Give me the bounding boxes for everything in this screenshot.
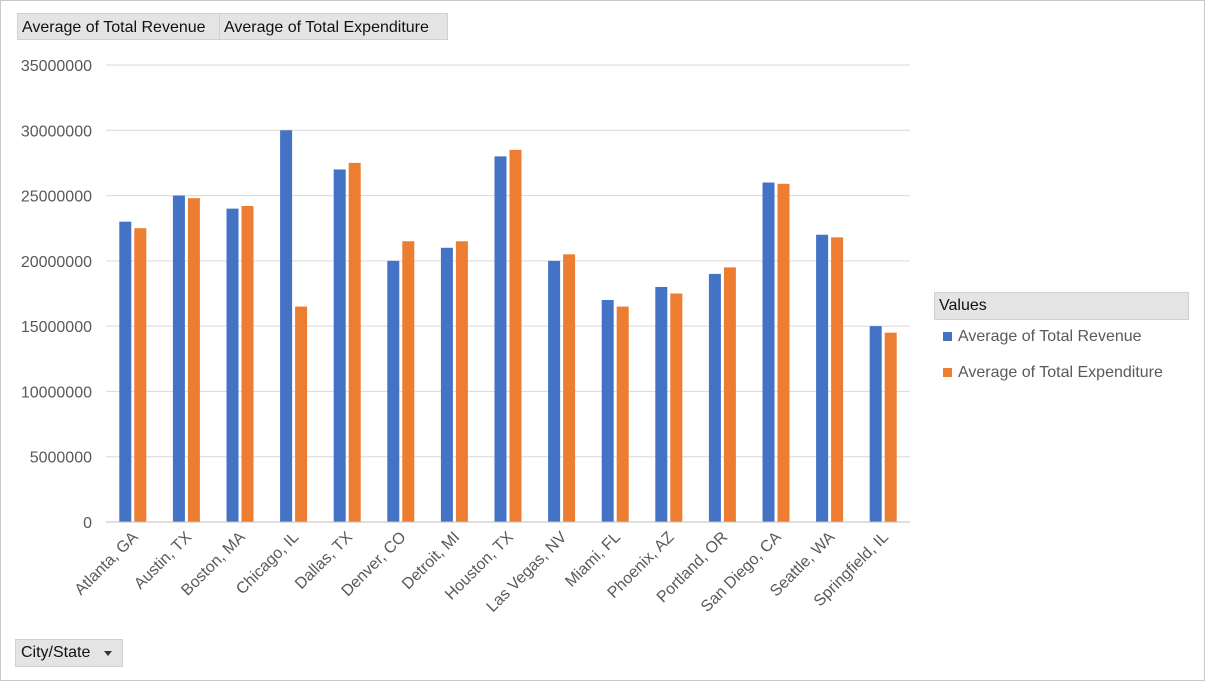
- y-tick-label: 25000000: [21, 189, 92, 206]
- expenditure-bar: [348, 162, 361, 522]
- expenditure-bar: [241, 206, 254, 522]
- revenue-swatch: [943, 332, 952, 342]
- revenue-bar: [548, 260, 561, 522]
- revenue-bar: [869, 326, 882, 522]
- expenditure-bar: [884, 332, 897, 522]
- legend-item-expenditure: Average of Total Expenditure: [943, 363, 1163, 383]
- expenditure-bar: [187, 198, 200, 522]
- revenue-bar: [440, 247, 453, 523]
- revenue-bar: [333, 169, 346, 522]
- expenditure-field-button[interactable]: Average of Total Expenditure: [219, 13, 448, 40]
- x-tick-label: Atlanta, GA: [72, 529, 142, 599]
- revenue-field-button[interactable]: Average of Total Revenue: [17, 13, 220, 40]
- y-tick-label: 35000000: [21, 58, 92, 75]
- expenditure-bar: [563, 254, 576, 523]
- expenditure-bar: [616, 306, 629, 522]
- revenue-bar: [762, 182, 775, 522]
- city-state-label: City/State: [21, 644, 91, 661]
- y-tick-label: 20000000: [21, 254, 92, 271]
- city-state-field-button[interactable]: City/State: [15, 639, 123, 667]
- revenue-bar: [494, 156, 507, 522]
- legend-label-revenue: Average of Total Revenue: [958, 328, 1142, 345]
- revenue-bar: [601, 300, 614, 522]
- dropdown-caret-icon: [104, 651, 112, 656]
- expenditure-bar: [455, 241, 468, 522]
- y-tick-label: 0: [83, 515, 92, 532]
- revenue-bar: [280, 130, 293, 523]
- revenue-bar: [172, 195, 185, 523]
- expenditure-bar: [831, 237, 844, 522]
- expenditure-bar: [295, 306, 308, 522]
- expenditure-bar: [777, 183, 790, 522]
- legend-label-expenditure: Average of Total Expenditure: [958, 364, 1163, 381]
- expenditure-swatch: [943, 368, 952, 378]
- legend-title[interactable]: Values: [934, 292, 1189, 320]
- revenue-bar: [816, 234, 829, 522]
- legend-item-revenue: Average of Total Revenue: [943, 327, 1142, 347]
- expenditure-bar: [670, 293, 683, 522]
- y-tick-label: 5000000: [30, 450, 92, 467]
- revenue-bar: [655, 286, 668, 522]
- y-tick-label: 15000000: [21, 319, 92, 336]
- y-tick-label: 30000000: [21, 123, 92, 140]
- expenditure-bar: [509, 149, 522, 522]
- expenditure-bar: [402, 241, 415, 522]
- revenue-bar: [387, 260, 400, 522]
- revenue-bar: [226, 208, 239, 522]
- revenue-bar: [119, 221, 132, 522]
- revenue-bar: [708, 273, 721, 522]
- expenditure-bar: [723, 267, 736, 522]
- expenditure-bar: [134, 228, 147, 522]
- y-tick-label: 10000000: [21, 384, 92, 401]
